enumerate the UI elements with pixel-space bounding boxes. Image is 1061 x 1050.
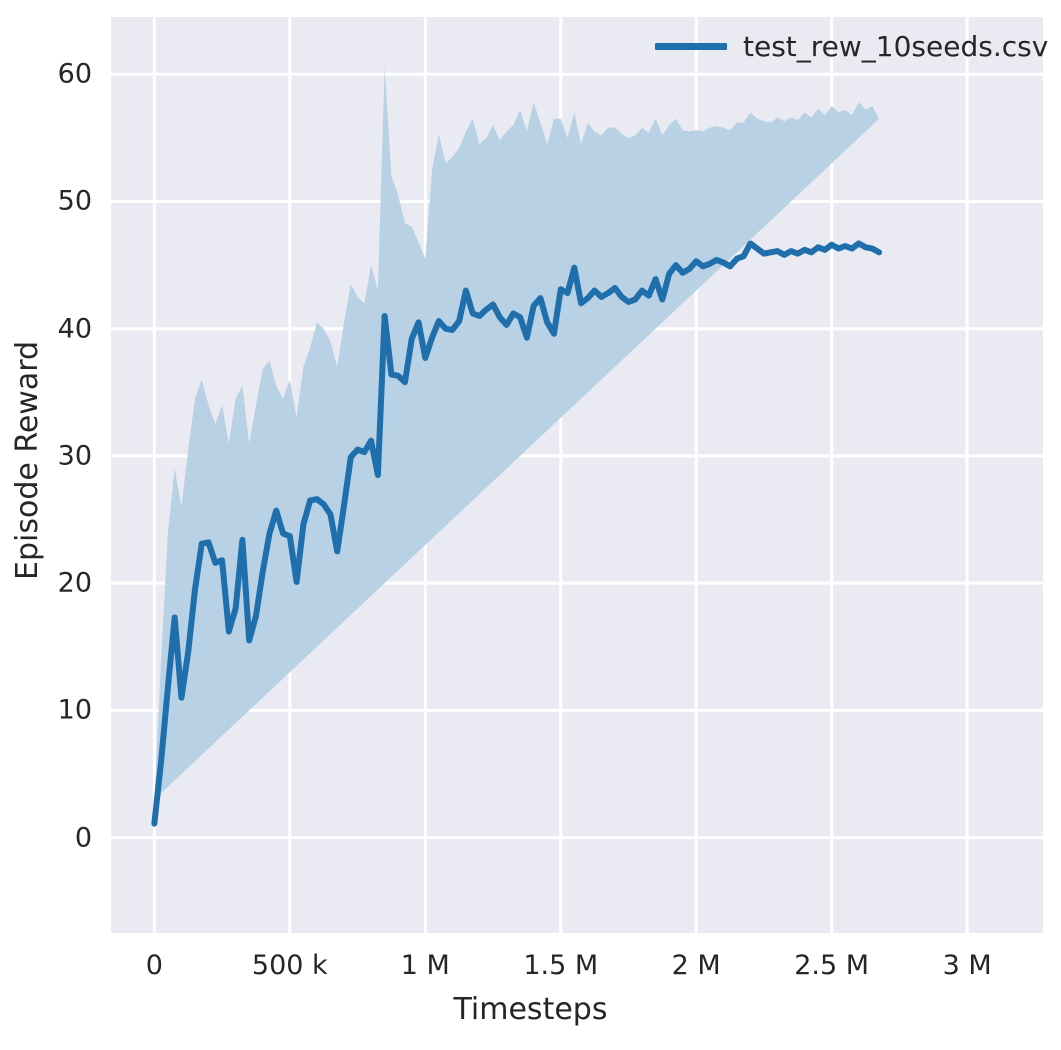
y-tick-label: 20: [57, 567, 92, 599]
confidence-band: [154, 66, 880, 800]
y-tick-label: 10: [57, 694, 92, 726]
x-tick-label: 0: [145, 950, 163, 981]
y-tick-label: 60: [57, 58, 92, 90]
y-tick-label: 40: [57, 313, 92, 345]
x-tick-label: 1 M: [400, 950, 450, 981]
x-tick-label: 3 M: [942, 950, 992, 981]
legend: test_rew_10seeds.csv: [655, 30, 1048, 63]
y-tick-label: 30: [57, 440, 92, 472]
x-axis-label: Timesteps: [453, 992, 608, 1027]
legend-label: test_rew_10seeds.csv: [743, 30, 1049, 63]
x-tick-label: 500 k: [251, 950, 328, 981]
mean-line: [151, 240, 883, 827]
y-axis-label: Episode Reward: [10, 340, 45, 580]
legend-line-swatch: [655, 43, 727, 50]
y-tick-label: 0: [74, 822, 92, 854]
x-tick-label: 1.5 M: [523, 950, 599, 981]
x-tick-label: 2 M: [671, 950, 721, 981]
y-tick-label: 50: [57, 185, 92, 217]
x-tick-label: 2.5 M: [794, 950, 870, 981]
